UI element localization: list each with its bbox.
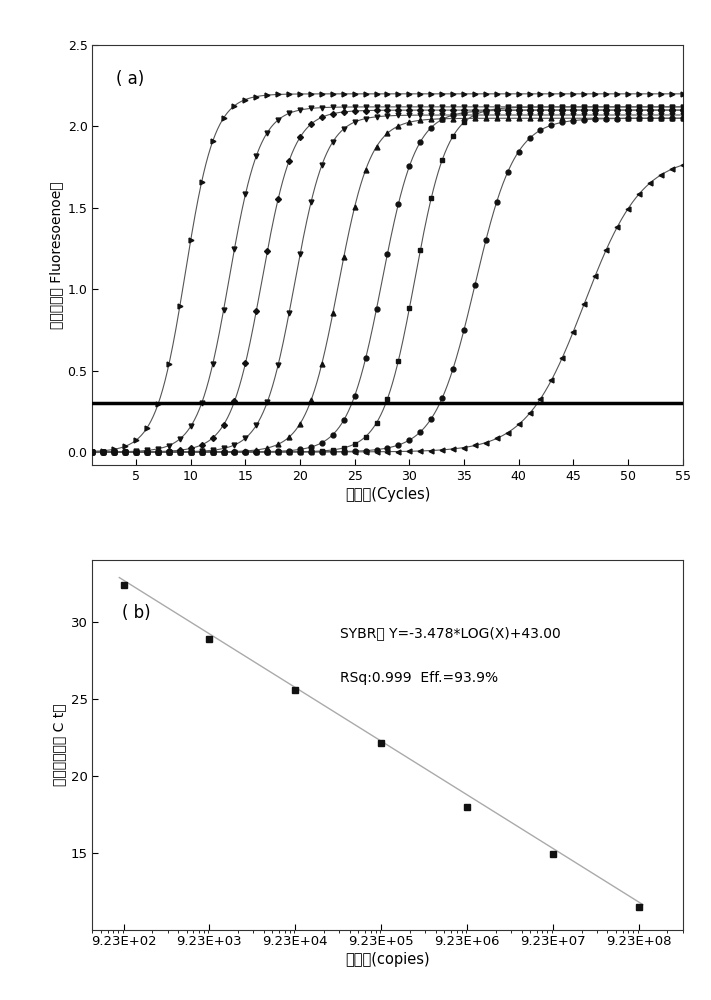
X-axis label: 拷贝数(copies): 拷贝数(copies) [345,952,430,967]
Text: ( a): ( a) [116,70,144,88]
Y-axis label: 莹光信号（ Fluoresoenoe）: 莹光信号（ Fluoresoenoe） [49,181,63,329]
Text: SYBR， Y=-3.478*LOG(X)+43.00: SYBR， Y=-3.478*LOG(X)+43.00 [341,627,561,641]
Text: ( b): ( b) [122,604,151,622]
Y-axis label: 阈値循环数（ C t）: 阈値循环数（ C t） [53,704,66,786]
X-axis label: 循环数(Cycles): 循环数(Cycles) [345,487,430,502]
Text: RSq:0.999  Eff.=93.9%: RSq:0.999 Eff.=93.9% [341,671,498,685]
